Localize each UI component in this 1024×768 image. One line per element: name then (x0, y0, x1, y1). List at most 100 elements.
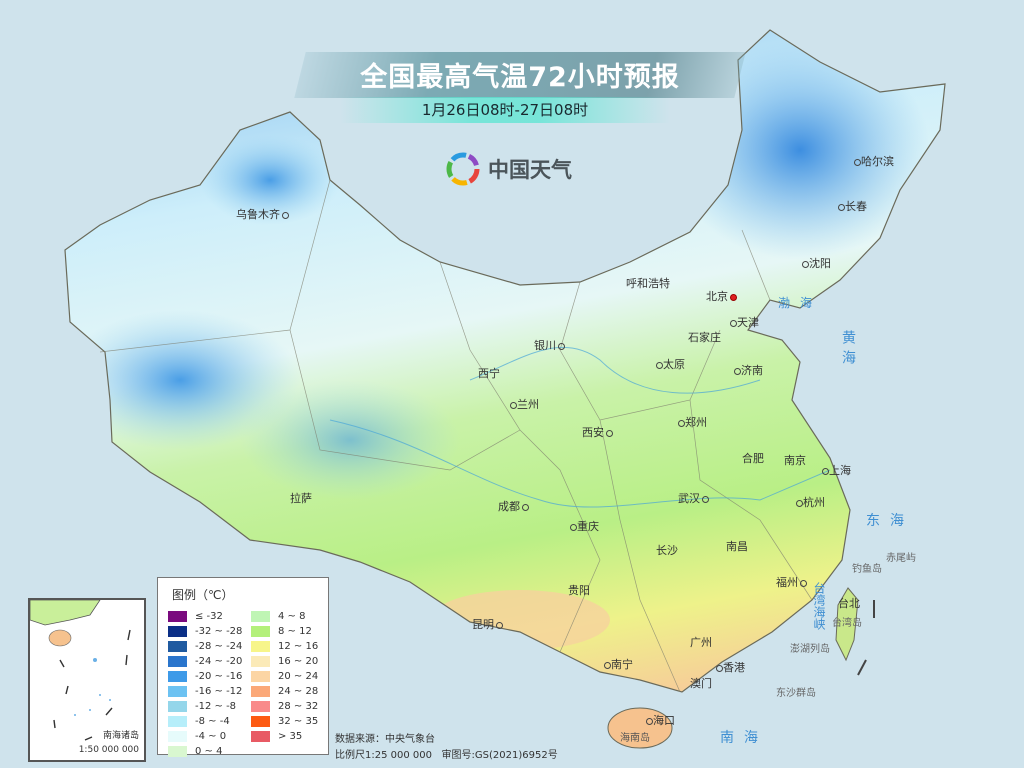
city-name: 贵阳 (568, 584, 590, 597)
city-name: 澳门 (690, 677, 712, 690)
city-name: 郑州 (685, 416, 707, 429)
city-label: 天津 (728, 316, 759, 329)
city-label: 呼和浩特 (626, 277, 670, 290)
legend-label: 0 ~ 4 (195, 746, 223, 757)
city-label: 杭州 (794, 496, 825, 509)
city-name: 长春 (845, 200, 867, 213)
city-label: 济南 (732, 364, 763, 377)
legend-swatch (251, 731, 270, 742)
city-name: 成都 (498, 500, 520, 513)
logo-text: 中国天气 (488, 158, 572, 182)
city-label: 西宁 (478, 367, 500, 380)
legend-title: 图例（℃） (172, 588, 234, 602)
city-name: 广州 (690, 636, 712, 649)
legend-label: ≤ -32 (195, 611, 223, 622)
sea-label: 黄海 (840, 330, 856, 370)
sea-label: 东海 (866, 513, 914, 529)
city-name: 天津 (737, 316, 759, 329)
city-name: 石家庄 (688, 331, 721, 344)
island-label: 东沙群岛 (776, 688, 816, 699)
city-name: 北京 (706, 290, 728, 303)
city-name: 西安 (582, 426, 604, 439)
city-name: 呼和浩特 (626, 277, 670, 290)
legend-label: 12 ~ 16 (278, 641, 319, 652)
china-weather-logo: 中国天气 (444, 150, 572, 188)
city-name: 南宁 (611, 658, 633, 671)
legend-item: 0 ~ 4 (168, 744, 242, 759)
city-name: 西宁 (478, 367, 500, 380)
swirl-logo-icon (446, 152, 480, 186)
legend-item: 24 ~ 28 (251, 684, 318, 699)
legend-column: 4 ~ 8 8 ~ 12 12 ~ 16 16 ~ 20 20 ~ 24 24 ~ 28 2… (251, 609, 318, 744)
city-name: 拉萨 (290, 492, 312, 505)
city-label: 南昌 (726, 540, 748, 553)
city-label: 昆明 (472, 618, 503, 631)
legend-swatch (168, 611, 187, 622)
city-label: 成都 (498, 500, 529, 513)
city-label: 重庆 (568, 520, 599, 533)
city-name: 哈尔滨 (861, 155, 894, 168)
city-label: 太原 (654, 358, 685, 371)
south-china-sea-inset: 南海诸岛 1:50 000 000 (28, 598, 146, 762)
legend-swatch (168, 701, 187, 712)
city-marker (734, 367, 741, 375)
legend-swatch (251, 701, 270, 712)
subtitle-band (340, 97, 670, 123)
legend-item: -24 ~ -20 (168, 654, 242, 669)
city-label: 贵阳 (568, 584, 590, 597)
island-label: 澎湖列岛 (790, 644, 830, 655)
legend-item: 12 ~ 16 (251, 639, 318, 654)
city-label: 澳门 (690, 677, 712, 690)
city-name: 武汉 (678, 492, 700, 505)
legend-item: ≤ -32 (168, 609, 242, 624)
city-name: 香港 (723, 661, 745, 674)
legend-item: 16 ~ 20 (251, 654, 318, 669)
date-range: 1月26日08时-27日08时 (421, 101, 589, 119)
legend-label: 24 ~ 28 (278, 686, 319, 697)
legend-item: -4 ~ 0 (168, 729, 242, 744)
legend-swatch (251, 686, 270, 697)
scale-and-approval: 比例尺1:25 000 000 审图号:GS(2021)6952号 (335, 746, 558, 761)
city-name: 济南 (741, 364, 763, 377)
legend-label: > 35 (278, 731, 303, 742)
city-label: 乌鲁木齐 (236, 208, 289, 221)
city-label: 银川 (534, 339, 565, 352)
legend-swatch (251, 716, 270, 727)
legend-item: 8 ~ 12 (251, 624, 318, 639)
city-name: 乌鲁木齐 (236, 208, 280, 221)
city-name: 兰州 (517, 398, 539, 411)
city-label-capital: 北京 (706, 290, 737, 303)
legend-swatch (168, 686, 187, 697)
city-marker (730, 319, 737, 327)
city-marker (558, 342, 565, 350)
legend-item: -32 ~ -28 (168, 624, 242, 639)
city-label: 长沙 (656, 544, 678, 557)
legend-swatch (251, 671, 270, 682)
city-name: 沈阳 (809, 257, 831, 270)
city-label: 广州 (690, 636, 712, 649)
city-label: 合肥 (742, 452, 764, 465)
legend-item: -8 ~ -4 (168, 714, 242, 729)
city-label: 郑州 (676, 416, 707, 429)
city-name: 上海 (829, 464, 851, 477)
legend-label: -20 ~ -16 (195, 671, 243, 682)
city-name: 重庆 (577, 520, 599, 533)
legend-item: 4 ~ 8 (251, 609, 318, 624)
city-name: 台北 (838, 597, 860, 610)
legend-column: ≤ -32 -32 ~ -28 -28 ~ -24 -24 ~ -20 -20 ~ -1… (168, 609, 242, 759)
city-marker (606, 429, 613, 437)
city-label: 南京 (784, 454, 806, 467)
approval-number: 审图号:GS(2021)6952号 (441, 750, 558, 761)
legend-swatch (251, 626, 270, 637)
legend-swatch (168, 716, 187, 727)
city-label: 武汉 (678, 492, 709, 505)
city-marker (796, 499, 803, 507)
city-label: 沈阳 (800, 257, 831, 270)
inset-map (30, 600, 131, 741)
legend-label: 16 ~ 20 (278, 656, 319, 667)
city-marker (522, 503, 529, 511)
city-name: 合肥 (742, 452, 764, 465)
city-label: 香港 (714, 661, 745, 674)
city-label: 哈尔滨 (852, 155, 894, 168)
inset-title: 南海诸岛 (102, 731, 139, 741)
